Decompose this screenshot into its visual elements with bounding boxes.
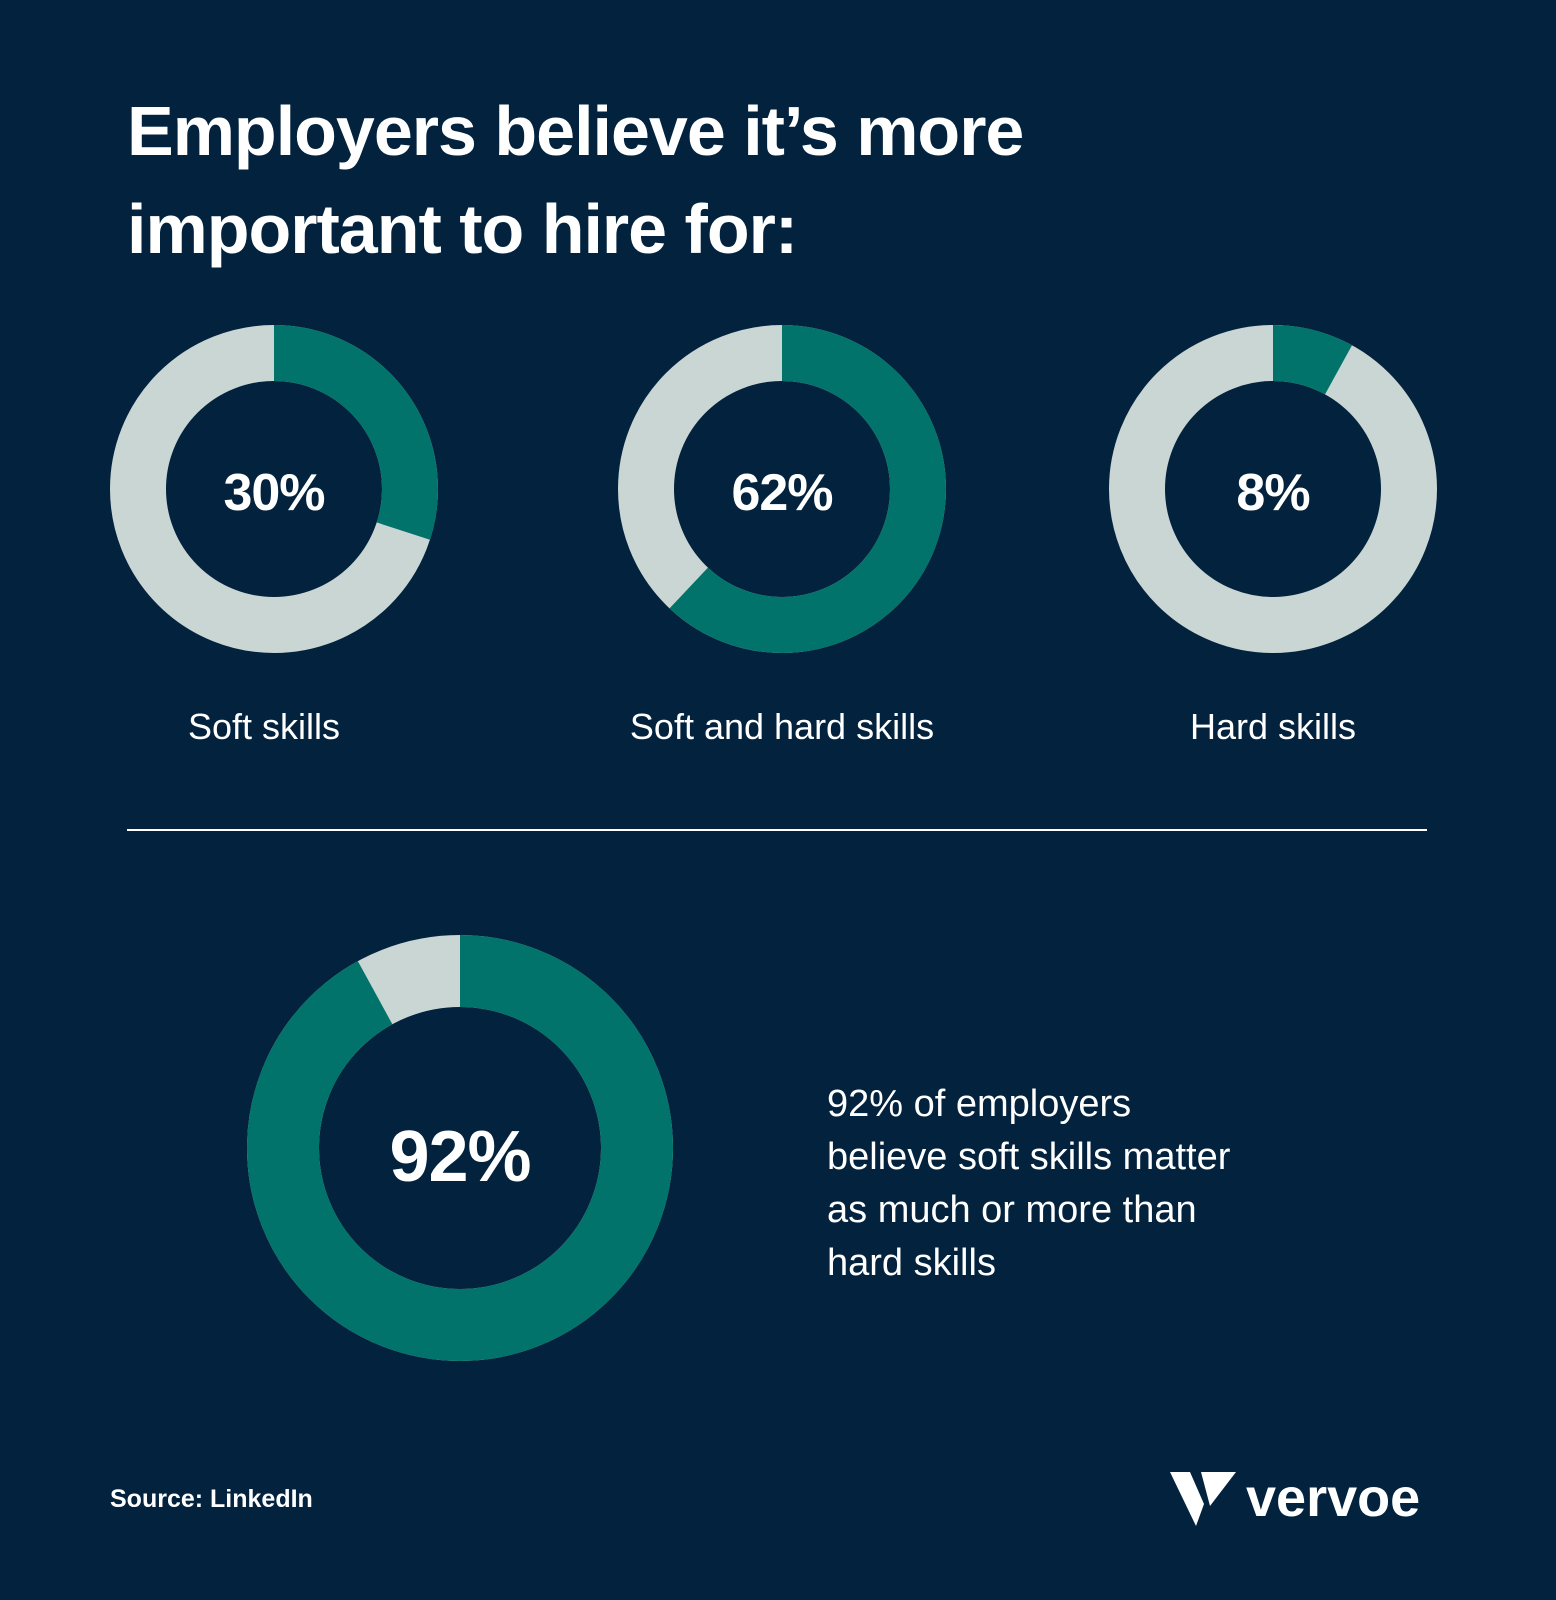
donut-soft-skills-matter: 92%: [246, 934, 674, 1362]
donut-soft-and-hard-skills-label: Soft and hard skills: [629, 706, 935, 747]
soft-skills-statement: 92% of employers believe soft skills mat…: [827, 1078, 1347, 1290]
donut-value-arc: [1109, 325, 1437, 653]
donut-hard-skills-value: 8%: [1236, 464, 1310, 522]
title-line-1: Employers believe it’s more: [127, 92, 1024, 170]
donut-soft-skills-svg: [110, 325, 438, 653]
donut-hard-skills-label: Hard skills: [1189, 706, 1357, 747]
statement-line-4: hard skills: [827, 1242, 996, 1284]
donut-soft-skills: 30%: [110, 325, 438, 653]
donut-soft-and-hard-skills: 62%: [618, 325, 946, 653]
source-note: Source: LinkedIn: [110, 1485, 313, 1513]
page-title: Employers believe it’s more important to…: [127, 82, 1227, 278]
brand-logo: vervoe: [1170, 1468, 1420, 1528]
donut-soft-skills-value: 30%: [223, 464, 325, 522]
statement-line-3: as much or more than: [827, 1189, 1197, 1231]
title-line-2: important to hire for:: [127, 190, 798, 268]
donut-value-arc: [618, 325, 946, 653]
donut-soft-skills-matter-svg: [247, 935, 673, 1361]
section-divider: [127, 829, 1427, 831]
donut-soft-skills-label: Soft skills: [187, 706, 341, 747]
donut-value-arc: [247, 935, 673, 1361]
donut-soft-skills-matter-value: 92%: [389, 1117, 531, 1197]
donut-soft-and-hard-skills-svg: [618, 325, 946, 653]
donut-hard-skills-svg: [1109, 325, 1437, 653]
statement-line-1: 92% of employers: [827, 1083, 1132, 1125]
donut-hard-skills: 8%: [1109, 325, 1437, 653]
donut-value-arc: [110, 325, 438, 653]
statement-line-2: believe soft skills matter: [827, 1136, 1231, 1178]
vervoe-logo-icon: [1170, 1472, 1236, 1526]
brand-name: vervoe: [1246, 1468, 1421, 1528]
donut-soft-and-hard-skills-value: 62%: [731, 464, 833, 522]
